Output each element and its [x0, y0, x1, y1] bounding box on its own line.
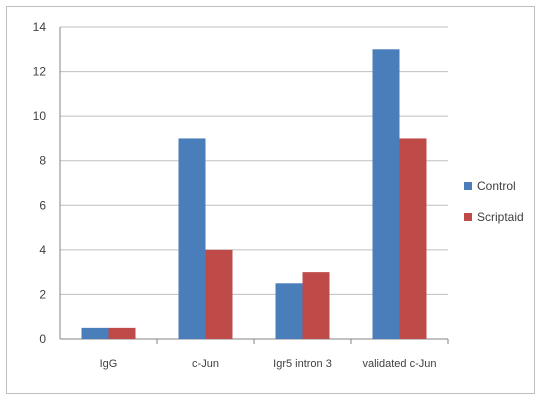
bar-control-3 [372, 49, 400, 340]
y-tick-label: 6 [39, 198, 46, 212]
y-tick-label: 10 [33, 109, 47, 123]
category-label: c-Jun [192, 358, 219, 370]
y-tick-label: 2 [39, 287, 46, 301]
bar-scriptaid-0 [108, 327, 136, 339]
legend-label-control: Control [477, 179, 516, 193]
category-label: validated c-Jun [363, 358, 437, 370]
y-tick-label: 0 [39, 332, 46, 346]
y-tick-label: 14 [33, 20, 47, 34]
legend-swatch-scriptaid [464, 213, 472, 221]
bar-control-0 [81, 327, 109, 339]
bar-scriptaid-1 [205, 249, 233, 339]
legend-label-scriptaid: Scriptaid [477, 210, 524, 224]
category-label: IgG [100, 358, 118, 370]
bar-scriptaid-3 [399, 138, 427, 339]
bar-control-2 [275, 283, 303, 339]
y-tick-label: 8 [39, 154, 46, 168]
legend-swatch-control [464, 182, 472, 190]
y-tick-label: 4 [39, 243, 46, 257]
category-label: Igr5 intron 3 [273, 358, 332, 370]
bar-scriptaid-2 [302, 272, 330, 339]
y-axis-ticks: 0 2 4 6 8 10 12 14 [33, 20, 47, 346]
x-axis-categories: IgG c-Jun Igr5 intron 3 validated c-Jun [100, 358, 437, 370]
bars [81, 49, 427, 340]
legend: Control Scriptaid [464, 179, 524, 224]
bar-control-1 [178, 138, 206, 339]
y-tick-label: 12 [33, 65, 47, 79]
